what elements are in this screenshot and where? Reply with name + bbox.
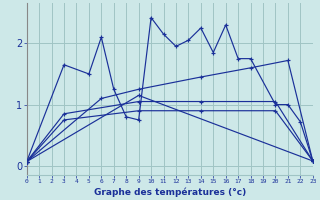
X-axis label: Graphe des températures (°c): Graphe des températures (°c) — [94, 187, 246, 197]
